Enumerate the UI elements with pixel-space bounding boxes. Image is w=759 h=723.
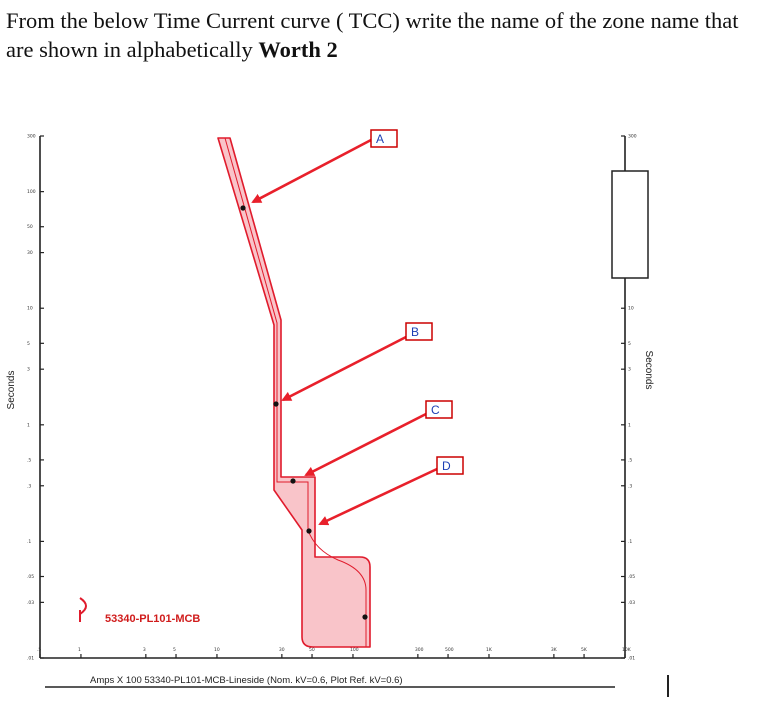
zone-d-point bbox=[306, 528, 312, 534]
left-y-tick-label: 300 bbox=[27, 134, 36, 140]
tcc-diagram: 300 100 50 30 10 5 3 1 .5 .3 .1 .05 .03 .01 300 10 5 3 1.… bbox=[6, 129, 654, 688]
right-y-tick-label: .03 bbox=[628, 600, 635, 606]
zone-label-a: A bbox=[370, 129, 398, 148]
left-y-tick-label: .01 bbox=[27, 656, 34, 662]
x-tick-label: .5 bbox=[37, 647, 41, 653]
x-tick-label: 50 bbox=[309, 647, 315, 653]
right-y-tick-label: 10 bbox=[628, 306, 634, 312]
right-band-box bbox=[611, 170, 649, 279]
x-tick-label: 5 bbox=[173, 647, 176, 653]
right-y-tick-label: 1 bbox=[628, 422, 631, 428]
legend-breaker-icon bbox=[79, 597, 87, 622]
text-cursor bbox=[667, 675, 669, 697]
question-text: From the below Time Current curve ( TCC)… bbox=[6, 6, 756, 64]
x-tick-label: 500 bbox=[445, 647, 454, 653]
arrow-d bbox=[318, 467, 438, 526]
x-tick-label: 3K bbox=[551, 647, 558, 653]
x-ticks: .5 1 3 5 10 30 50 100 300 500 1K 3K 5K 10K bbox=[37, 647, 632, 658]
question-worth: Worth 2 bbox=[258, 37, 338, 62]
x-tick-label: 1K bbox=[486, 647, 493, 653]
left-y-tick-label: 100 bbox=[27, 189, 36, 195]
left-y-ticks: 300 100 50 30 10 5 3 1 .5 .3 .1 .05 .03 .01 bbox=[27, 134, 44, 662]
x-tick-label: 10K bbox=[622, 647, 632, 653]
zone-label-b-text: B bbox=[411, 325, 419, 339]
zone-b-point bbox=[273, 401, 279, 407]
zone-label-b: B bbox=[405, 322, 433, 341]
x-tick-label: 3 bbox=[143, 647, 146, 653]
zone-end-point bbox=[362, 614, 368, 620]
right-y-tick-label: .3 bbox=[628, 483, 632, 489]
right-y-ticks: 300 10 5 3 1 .5 .3 .1 .05 .03 .01 bbox=[621, 134, 637, 662]
right-y-tick-label: 3 bbox=[628, 367, 631, 373]
y-axis-title-right: Seconds bbox=[643, 351, 654, 390]
left-y-tick-label: .03 bbox=[27, 600, 34, 606]
left-y-tick-label: .5 bbox=[27, 457, 31, 463]
left-y-tick-label: 10 bbox=[27, 306, 33, 312]
left-y-tick-label: .05 bbox=[27, 574, 34, 580]
right-y-tick-label: 300 bbox=[628, 134, 637, 140]
right-y-tick-label: .1 bbox=[628, 539, 632, 545]
y-axis-title-left: Seconds bbox=[6, 371, 17, 410]
right-y-tick-label: 5 bbox=[628, 341, 631, 347]
zone-a-point bbox=[240, 205, 246, 211]
left-y-tick-label: 50 bbox=[27, 224, 33, 230]
x-tick-label: 5K bbox=[581, 647, 588, 653]
left-y-tick-label: .3 bbox=[27, 483, 31, 489]
arrow-a bbox=[251, 138, 372, 204]
arrow-b bbox=[281, 335, 407, 402]
zone-c-point bbox=[290, 478, 296, 484]
left-y-tick-label: 3 bbox=[27, 367, 30, 373]
arrow-c bbox=[304, 412, 427, 477]
x-tick-label: 300 bbox=[415, 647, 424, 653]
zone-label-c-text: C bbox=[431, 403, 440, 417]
left-y-tick-label: 5 bbox=[27, 341, 30, 347]
zone-label-d-text: D bbox=[442, 459, 451, 473]
right-y-tick-label: .05 bbox=[628, 574, 635, 580]
right-y-tick-label: .5 bbox=[628, 457, 632, 463]
zone-label-a-text: A bbox=[376, 132, 384, 146]
legend-label: 53340-PL101-MCB bbox=[105, 613, 200, 625]
x-tick-label: 100 bbox=[350, 647, 359, 653]
left-y-tick-label: 30 bbox=[27, 250, 33, 256]
left-y-tick-label: .1 bbox=[27, 539, 31, 545]
x-tick-label: 30 bbox=[279, 647, 285, 653]
x-tick-label: 10 bbox=[214, 647, 220, 653]
tcc-band bbox=[217, 137, 371, 648]
x-tick-label: 1 bbox=[78, 647, 81, 653]
zone-label-c: C bbox=[425, 400, 453, 419]
right-y-tick-label: .01 bbox=[628, 656, 635, 662]
zone-label-d: D bbox=[436, 456, 464, 475]
left-y-tick-label: 1 bbox=[27, 422, 30, 428]
question-body: From the below Time Current curve ( TCC)… bbox=[6, 8, 739, 62]
x-axis-caption: Amps X 100 53340-PL101-MCB-Lineside (Nom… bbox=[90, 675, 403, 686]
